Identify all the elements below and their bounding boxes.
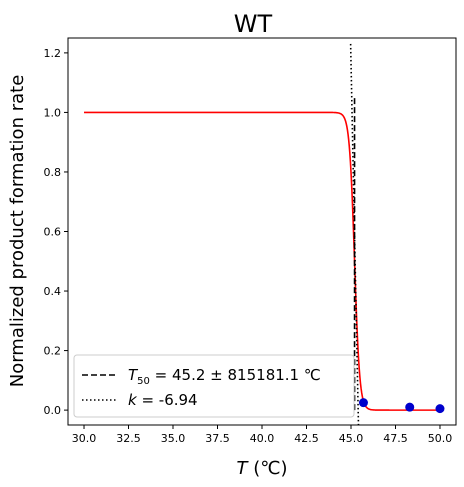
y-tick-label: 0.6 bbox=[44, 226, 62, 239]
y-tick-label: 0.8 bbox=[44, 166, 62, 179]
y-tick-label: 0.4 bbox=[44, 285, 62, 298]
x-tick-label: 30.0 bbox=[72, 432, 97, 445]
data-point bbox=[405, 402, 415, 412]
y-axis-ticks: 0.0 0.2 0.4 0.6 0.8 1.0 1.2 bbox=[44, 47, 68, 417]
legend-label-t50: T50 = 45.2 ± 815181.1 ℃ bbox=[128, 366, 321, 387]
y-tick-label: 1.2 bbox=[44, 47, 62, 60]
x-tick-label: 47.5 bbox=[383, 432, 408, 445]
x-tick-label: 40.0 bbox=[250, 432, 275, 445]
data-point bbox=[435, 404, 445, 414]
data-points bbox=[358, 398, 445, 414]
x-tick-label: 37.5 bbox=[205, 432, 230, 445]
x-axis-label: T (℃) bbox=[237, 458, 288, 479]
legend: T50 = 45.2 ± 815181.1 ℃ k = -6.94 bbox=[73, 354, 355, 418]
x-tick-label: 50.0 bbox=[428, 432, 453, 445]
y-tick-label: 0.0 bbox=[44, 404, 62, 417]
data-point bbox=[358, 398, 368, 408]
y-tick-label: 1.0 bbox=[44, 106, 62, 119]
legend-item-k: k = -6.94 bbox=[82, 391, 198, 409]
x-tick-label: 42.5 bbox=[294, 432, 319, 445]
x-tick-label: 35.0 bbox=[161, 432, 186, 445]
x-tick-label: 32.5 bbox=[116, 432, 141, 445]
y-axis-label: Normalized product formation rate bbox=[7, 75, 28, 388]
fit-curve bbox=[84, 111, 440, 411]
x-axis-ticks: 30.0 32.5 35.0 37.5 40.0 42.5 45.0 47.5 50.0 bbox=[72, 425, 452, 445]
legend-box bbox=[73, 354, 355, 418]
plot-area bbox=[84, 43, 445, 425]
y-tick-label: 0.2 bbox=[44, 345, 62, 358]
legend-item-t50: T50 = 45.2 ± 815181.1 ℃ bbox=[82, 366, 321, 387]
x-tick-label: 45.0 bbox=[339, 432, 364, 445]
legend-label-k: k = -6.94 bbox=[128, 391, 198, 409]
chart-title: WT bbox=[234, 10, 273, 38]
